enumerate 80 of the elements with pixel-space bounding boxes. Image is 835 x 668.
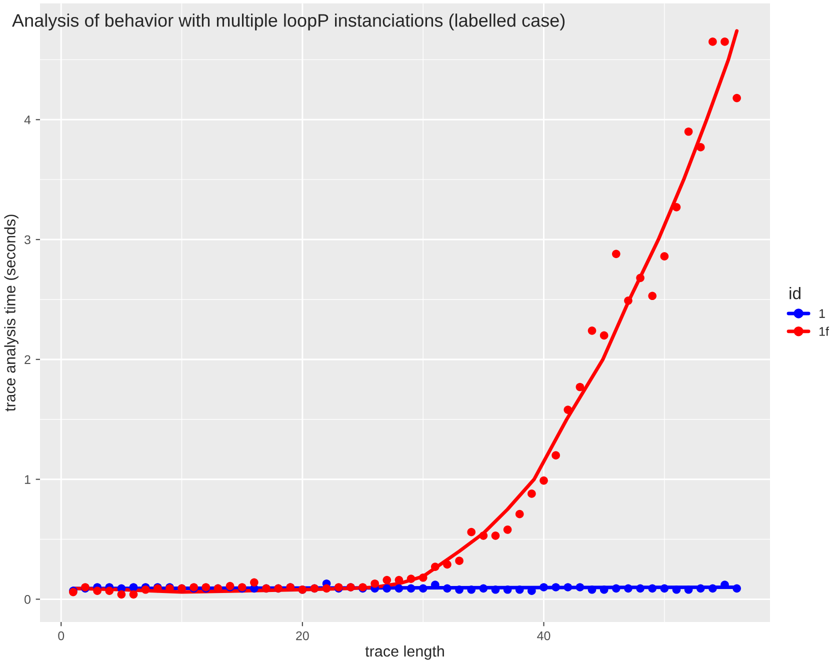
point bbox=[696, 143, 705, 152]
point bbox=[467, 585, 476, 594]
y-tick-label: 0 bbox=[24, 595, 30, 604]
point bbox=[732, 94, 741, 102]
point bbox=[624, 584, 632, 593]
point bbox=[382, 576, 392, 584]
point bbox=[467, 528, 476, 536]
point bbox=[503, 526, 512, 534]
x-tick-label: 20 bbox=[296, 631, 309, 640]
point bbox=[672, 585, 681, 594]
point bbox=[528, 490, 536, 498]
legend-label: 1 bbox=[820, 309, 825, 318]
point bbox=[684, 127, 693, 136]
text: Analysis of behavior with multiple loopP instanciations (labelled case) bbox=[12, 14, 565, 30]
point bbox=[394, 584, 404, 593]
point bbox=[588, 585, 596, 594]
x-tick-label: 40 bbox=[537, 631, 550, 640]
point bbox=[624, 296, 632, 305]
point bbox=[612, 584, 620, 593]
point bbox=[491, 532, 500, 540]
point bbox=[250, 578, 258, 587]
point bbox=[648, 584, 657, 593]
point bbox=[418, 573, 428, 582]
point bbox=[443, 584, 452, 593]
point bbox=[406, 584, 416, 593]
point bbox=[93, 586, 102, 595]
point bbox=[588, 326, 596, 335]
point bbox=[612, 250, 620, 258]
point bbox=[406, 574, 416, 584]
point bbox=[660, 584, 669, 593]
point bbox=[576, 382, 584, 392]
point bbox=[564, 583, 572, 592]
point bbox=[105, 586, 114, 595]
point bbox=[455, 585, 464, 594]
point bbox=[636, 274, 644, 282]
point bbox=[564, 406, 572, 414]
point bbox=[648, 292, 657, 300]
point bbox=[732, 584, 741, 593]
point bbox=[322, 584, 331, 593]
point bbox=[455, 556, 464, 566]
point bbox=[515, 585, 524, 594]
y-tick-label: 1 bbox=[24, 475, 30, 484]
point bbox=[443, 560, 452, 569]
point bbox=[117, 590, 126, 599]
point bbox=[708, 584, 717, 593]
y-tick-label: 3 bbox=[24, 235, 30, 244]
point bbox=[431, 562, 440, 572]
point bbox=[540, 583, 548, 592]
point bbox=[515, 510, 524, 518]
point bbox=[382, 584, 392, 593]
point bbox=[672, 202, 681, 212]
point bbox=[552, 583, 560, 592]
point bbox=[684, 585, 693, 594]
point bbox=[708, 38, 717, 46]
point bbox=[576, 583, 584, 592]
x-tick-label: 0 bbox=[58, 631, 64, 640]
y-tick-label: 4 bbox=[24, 116, 31, 124]
point bbox=[600, 585, 608, 594]
point bbox=[660, 252, 669, 260]
point bbox=[418, 584, 428, 593]
point bbox=[479, 584, 488, 593]
point bbox=[636, 584, 644, 593]
point bbox=[552, 451, 560, 460]
point bbox=[370, 579, 379, 588]
point bbox=[141, 585, 150, 594]
point bbox=[540, 476, 548, 485]
legend-label: 1f bbox=[820, 326, 829, 336]
point bbox=[491, 585, 500, 594]
y-axis-title: trace analysis time (seconds) bbox=[4, 214, 18, 412]
point bbox=[503, 585, 512, 594]
point bbox=[129, 590, 138, 599]
x-axis-title: trace length bbox=[365, 645, 444, 660]
point bbox=[720, 38, 729, 46]
point bbox=[129, 583, 138, 592]
legend-title: id bbox=[790, 287, 800, 300]
y-tick-label: 2 bbox=[24, 355, 30, 364]
point bbox=[696, 584, 705, 593]
point bbox=[394, 576, 404, 584]
point bbox=[479, 532, 488, 540]
point bbox=[600, 331, 608, 340]
